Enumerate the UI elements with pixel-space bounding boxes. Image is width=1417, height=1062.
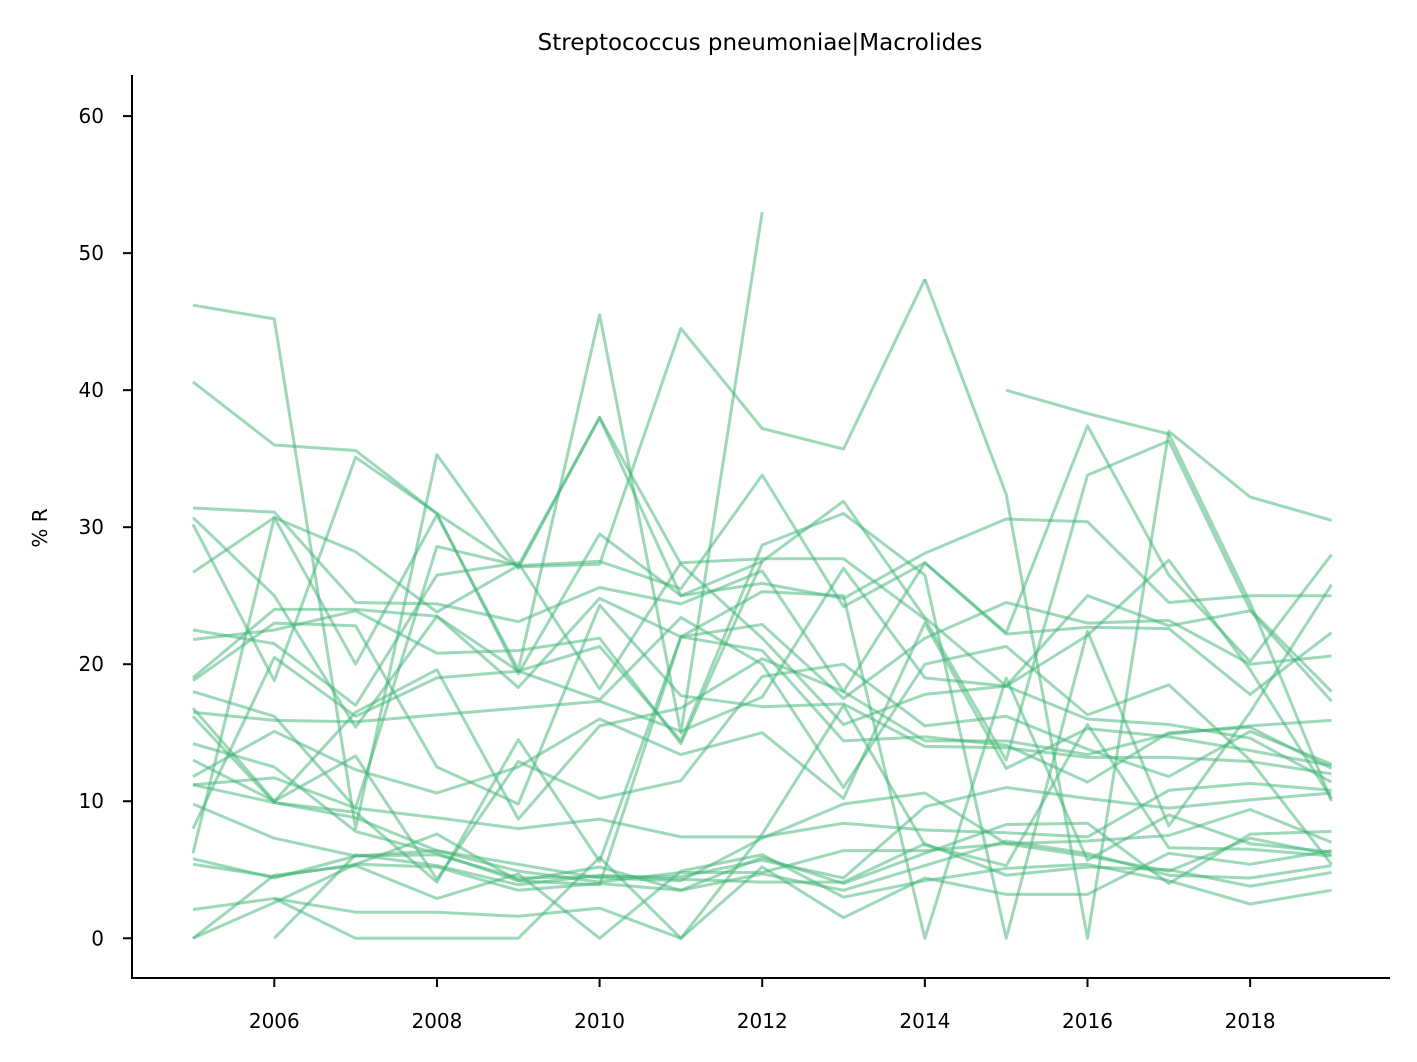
series-layer <box>191 211 1333 940</box>
series-line-26 <box>192 853 1332 940</box>
series-line-29 <box>191 590 1332 940</box>
chart-title: Streptococcus pneumoniae|Macrolides <box>538 30 983 56</box>
y-axis-label: % R <box>28 508 52 547</box>
y-tick-label: 50 <box>79 241 104 265</box>
series-line-18 <box>192 621 1332 800</box>
y-tick-label: 10 <box>79 789 104 813</box>
series-line-23 <box>192 821 1332 892</box>
x-tick-label: 2008 <box>411 1009 462 1033</box>
series-line-6 <box>192 506 1333 696</box>
series-line-28 <box>273 703 1332 940</box>
series-line-9 <box>192 439 1333 762</box>
series-line-15 <box>192 566 1333 784</box>
series-line-7 <box>191 455 1332 683</box>
y-tick-label: 30 <box>79 515 104 539</box>
x-tick-label: 2018 <box>1225 1009 1276 1033</box>
x-tick-label: 2016 <box>1062 1009 1113 1033</box>
x-axis-ticks: 2006 2008 2010 2012 2014 2016 2018 <box>249 978 1276 1033</box>
series-line-27 <box>273 842 1332 940</box>
x-tick-label: 2006 <box>249 1009 300 1033</box>
y-tick-label: 20 <box>79 652 104 676</box>
series-line-11 <box>192 596 1332 700</box>
series-line-1 <box>192 303 763 831</box>
series-line-17 <box>192 662 1333 881</box>
series-line-16 <box>192 635 1333 887</box>
series-line-8 <box>192 424 1333 663</box>
x-tick-label: 2010 <box>574 1009 625 1033</box>
x-tick-label: 2012 <box>737 1009 788 1033</box>
series-line-31 <box>191 516 1333 866</box>
y-tick-label: 40 <box>79 378 104 402</box>
y-axis-ticks: 0 10 20 30 40 50 60 <box>79 104 132 950</box>
series-line-4 <box>923 278 1332 940</box>
series-line-14 <box>191 657 1332 821</box>
series-line-3 <box>192 278 927 569</box>
y-tick-label: 0 <box>91 926 104 950</box>
x-tick-label: 2014 <box>899 1009 950 1033</box>
series-line-10 <box>192 499 1333 746</box>
series-line-30 <box>191 512 1333 940</box>
y-tick-label: 60 <box>79 104 104 128</box>
